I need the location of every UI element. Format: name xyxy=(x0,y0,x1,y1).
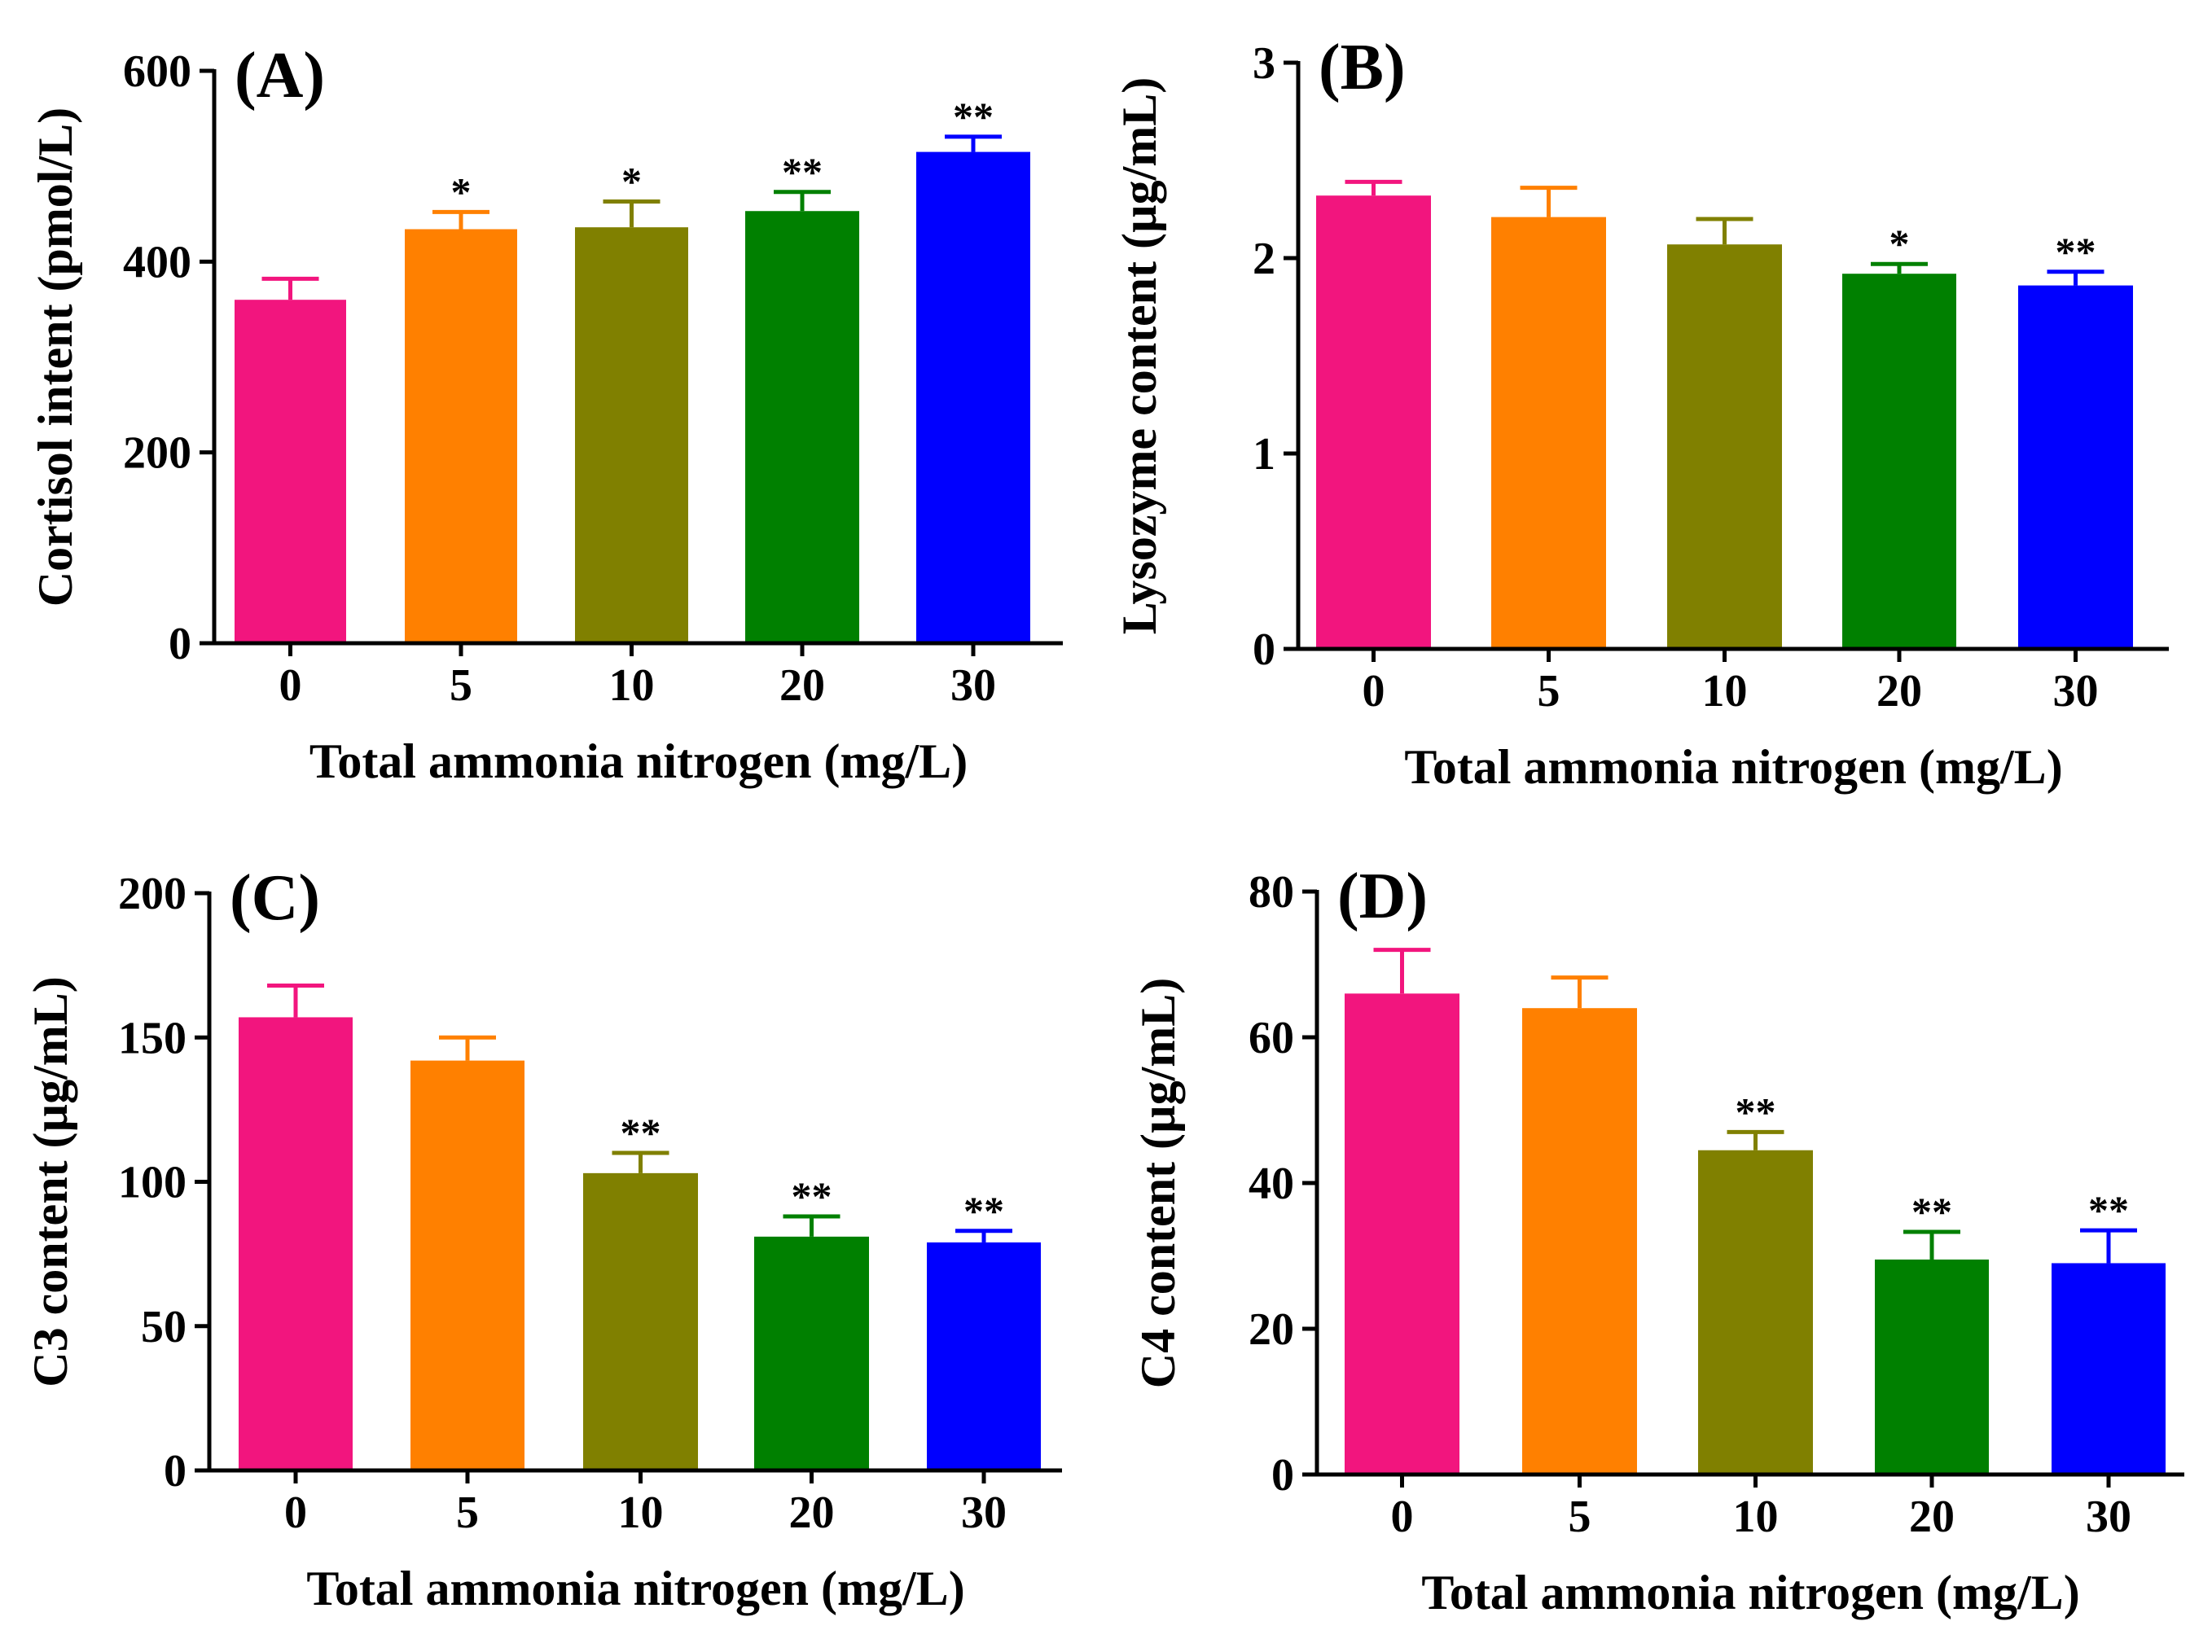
panel-d-significance-2: ** xyxy=(1736,1089,1776,1134)
panel-a-xtick-label-3: 20 xyxy=(779,660,825,711)
panel-a-y-axis-title: Cortisol intent (pmol/L) xyxy=(29,107,82,607)
panel-c-bar-4 xyxy=(927,1242,1041,1470)
panel-c-ytick-label-2: 100 xyxy=(118,1158,187,1208)
panel-d-bar-1 xyxy=(1522,1008,1637,1475)
panel-c-bar-2 xyxy=(583,1172,698,1470)
panel-a-bar-4 xyxy=(916,151,1030,643)
panel-b-significance-3: * xyxy=(1889,221,1910,266)
panel-c-bar-0 xyxy=(239,1017,353,1470)
panel-a-bar-2 xyxy=(575,227,688,643)
panel-a-xtick-label-2: 10 xyxy=(609,660,655,711)
panel-a-xtick-label-1: 5 xyxy=(450,660,472,711)
panel-b-bar-0 xyxy=(1316,195,1431,649)
panel-c-ytick-label-1: 50 xyxy=(141,1302,187,1352)
panel-d-ytick-label-3: 60 xyxy=(1249,1013,1294,1063)
panel-b-ytick-label-0: 0 xyxy=(1253,624,1275,675)
panel-d-xtick-label-2: 10 xyxy=(1733,1492,1779,1542)
panel-d-xtick-label-1: 5 xyxy=(1569,1492,1591,1542)
panel-b-ytick-label-3: 3 xyxy=(1253,38,1275,89)
panel-c-xtick-label-3: 20 xyxy=(789,1488,835,1538)
panel-d-ytick-label-1: 20 xyxy=(1249,1304,1294,1355)
panel-a-significance-4: ** xyxy=(953,94,994,139)
panel-d-xtick-label-4: 30 xyxy=(2086,1492,2131,1542)
panel-b-x-axis-title: Total ammonia nitrogen (mg/L) xyxy=(1404,740,2062,794)
panel-b-xtick-label-2: 10 xyxy=(1702,666,1748,716)
panel-a-significance-1: * xyxy=(451,169,472,214)
panel-c-xtick-label-0: 0 xyxy=(284,1488,307,1538)
panel-a-significance-3: ** xyxy=(782,149,823,195)
panel-b-xtick-label-4: 30 xyxy=(2053,666,2099,716)
panel-d-bar-4 xyxy=(2052,1263,2166,1475)
panel-d-significance-3: ** xyxy=(1911,1189,1952,1234)
panel-c-xtick-label-2: 10 xyxy=(618,1488,664,1538)
panel-c-bar-1 xyxy=(410,1060,524,1470)
panel-a-x-axis-title: Total ammonia nitrogen (mg/L) xyxy=(309,734,968,788)
panel-d-x-axis-title: Total ammonia nitrogen (mg/L) xyxy=(1421,1566,2079,1619)
panel-c-bar-3 xyxy=(754,1236,869,1470)
panel-d-ytick-label-0: 0 xyxy=(1271,1450,1294,1501)
panel-c-x-axis-title: Total ammonia nitrogen (mg/L) xyxy=(306,1562,964,1615)
panel-b-ytick-label-2: 2 xyxy=(1253,234,1275,284)
panel-d-ytick-label-2: 40 xyxy=(1249,1159,1294,1209)
panel-a-xtick-label-0: 0 xyxy=(279,660,302,711)
panel-b-y-axis-title: Lysozyme content (µg/mL) xyxy=(1113,77,1166,634)
panel-b-bar-3 xyxy=(1842,274,1956,649)
panel-c-significance-2: ** xyxy=(621,1110,661,1155)
panel-d-bar-0 xyxy=(1345,993,1459,1475)
panel-a-ytick-label-3: 600 xyxy=(123,46,191,97)
panel-d-xtick-label-0: 0 xyxy=(1391,1492,1414,1542)
panel-a-significance-2: * xyxy=(621,159,642,204)
panel-c-ytick-label-3: 150 xyxy=(118,1013,187,1063)
panel-c-ytick-label-0: 0 xyxy=(164,1446,187,1496)
panel-a-bar-1 xyxy=(405,229,517,643)
panel-c-ytick-label-4: 200 xyxy=(118,869,187,919)
panel-b-significance-4: ** xyxy=(2056,229,2096,274)
panel-d-label: (D) xyxy=(1337,861,1428,932)
panel-b-xtick-label-3: 20 xyxy=(1876,666,1922,716)
panel-a-bar-0 xyxy=(235,300,346,643)
panel-d-bar-3 xyxy=(1875,1259,1989,1475)
panel-a-xtick-label-4: 30 xyxy=(950,660,996,711)
panel-d-xtick-label-3: 20 xyxy=(1909,1492,1955,1542)
panel-c-xtick-label-4: 30 xyxy=(961,1488,1007,1538)
panel-a-ytick-label-0: 0 xyxy=(169,619,191,669)
panel-b-bar-4 xyxy=(2018,285,2133,649)
panel-d-y-axis-title: C4 content (µg/mL) xyxy=(1131,978,1185,1389)
panel-b-ytick-label-1: 1 xyxy=(1253,429,1275,480)
panel-b-bar-2 xyxy=(1667,244,1782,649)
panel-a-ytick-label-2: 400 xyxy=(123,237,191,287)
panel-d-significance-4: ** xyxy=(2088,1187,2129,1233)
panel-a-ytick-label-1: 200 xyxy=(123,428,191,479)
panel-b-bar-1 xyxy=(1491,217,1606,650)
panel-b-xtick-label-1: 5 xyxy=(1538,666,1560,716)
panel-c-significance-3: ** xyxy=(792,1173,832,1219)
panel-d-bar-2 xyxy=(1698,1150,1813,1475)
panel-c-y-axis-title: C3 content (µg/mL) xyxy=(24,976,77,1387)
panel-a-label: (A) xyxy=(235,40,325,112)
panel-c-xtick-label-1: 5 xyxy=(456,1488,479,1538)
panel-c-significance-4: ** xyxy=(963,1188,1004,1234)
panel-b-xtick-label-0: 0 xyxy=(1363,666,1385,716)
panel-d-ytick-label-4: 80 xyxy=(1249,867,1294,918)
panel-c-label: (C) xyxy=(230,862,320,934)
panel-a-bar-3 xyxy=(745,211,859,643)
panel-b-label: (B) xyxy=(1319,32,1406,103)
